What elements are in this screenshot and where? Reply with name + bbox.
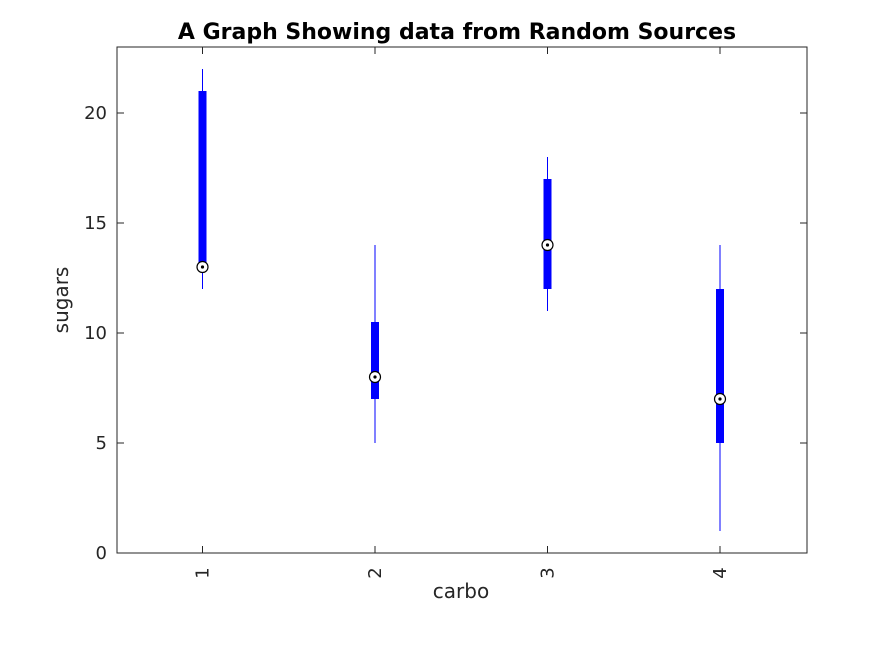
box-body [198, 91, 207, 267]
y-axis-label: sugars [49, 267, 73, 334]
box-series [196, 69, 727, 531]
chart-title: A Graph Showing data from Random Sources [178, 20, 736, 45]
y-tick-label: 10 [84, 323, 107, 344]
box-body [716, 289, 724, 443]
x-axis: 1 2 3 4 [193, 47, 731, 579]
y-tick-label: 20 [84, 103, 107, 124]
x-tick-label: 3 [538, 567, 559, 578]
x-tick-label: 2 [365, 567, 386, 578]
median-dot [200, 265, 205, 269]
box-body [371, 322, 379, 399]
y-axis: 0 5 10 15 20 [84, 103, 807, 564]
plot-area-frame [116, 46, 808, 554]
box-3 [541, 157, 554, 311]
x-tick-label: 1 [193, 567, 214, 578]
x-axis-label: carbo [433, 579, 489, 603]
box-2 [368, 245, 382, 443]
median-dot [373, 375, 377, 379]
y-tick-label: 15 [84, 213, 107, 234]
box-1 [196, 69, 209, 289]
box-body [543, 179, 552, 289]
median-dot [545, 243, 550, 247]
y-tick-label: 5 [96, 433, 107, 454]
y-tick-label: 0 [96, 543, 107, 564]
x-tick-label: 4 [710, 567, 731, 578]
median-dot [718, 397, 722, 401]
box-4 [713, 245, 727, 531]
